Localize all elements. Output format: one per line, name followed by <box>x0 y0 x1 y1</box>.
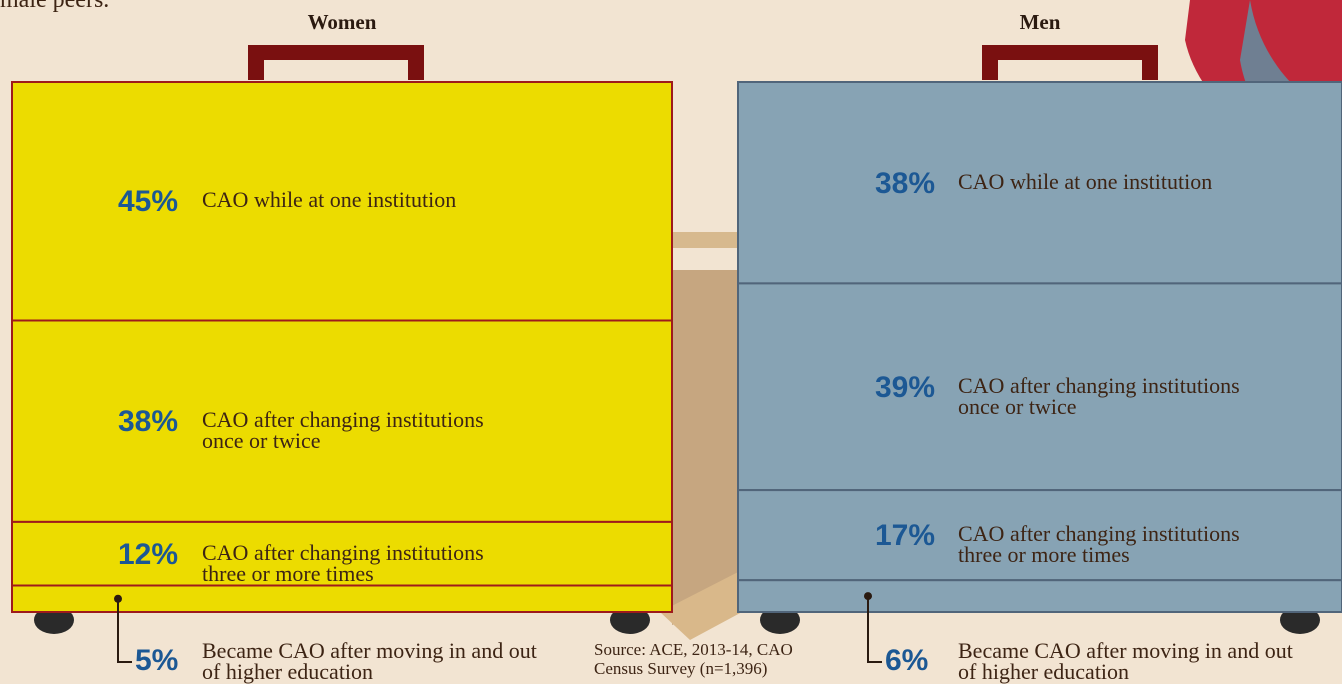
category-label: CAO after changing institutions once or … <box>202 409 502 451</box>
segment <box>12 586 672 613</box>
value-label: 39% <box>875 373 935 403</box>
category-label: Became CAO after moving in and out of hi… <box>202 640 542 682</box>
intro: male peers. <box>0 0 109 11</box>
handle <box>248 45 424 80</box>
value-label: 17% <box>875 521 935 551</box>
category-label: CAO while at one institution <box>958 171 1258 192</box>
value-label: 38% <box>118 407 178 437</box>
segment <box>738 580 1342 612</box>
value-label: 6% <box>885 646 928 676</box>
category-label: CAO while at one institution <box>202 189 502 210</box>
category-label: CAO after changing institutions three or… <box>202 542 502 584</box>
category-label: CAO after changing institutions three or… <box>958 523 1258 565</box>
infographic: male peers. Source: ACE, 2013-14, CAO Ce… <box>0 0 1342 684</box>
cart <box>672 270 742 625</box>
series-name: Women <box>242 10 442 35</box>
handle <box>982 45 1158 80</box>
value-label: 12% <box>118 540 178 570</box>
series-name: Men <box>940 10 1140 35</box>
source: Source: ACE, 2013-14, CAO Census Survey … <box>594 640 844 678</box>
category-label: CAO after changing institutions once or … <box>958 375 1258 417</box>
category-label: Became CAO after moving in and out of hi… <box>958 640 1298 682</box>
value-label: 5% <box>135 646 178 676</box>
value-label: 45% <box>118 187 178 217</box>
value-label: 38% <box>875 169 935 199</box>
cart <box>672 232 742 248</box>
